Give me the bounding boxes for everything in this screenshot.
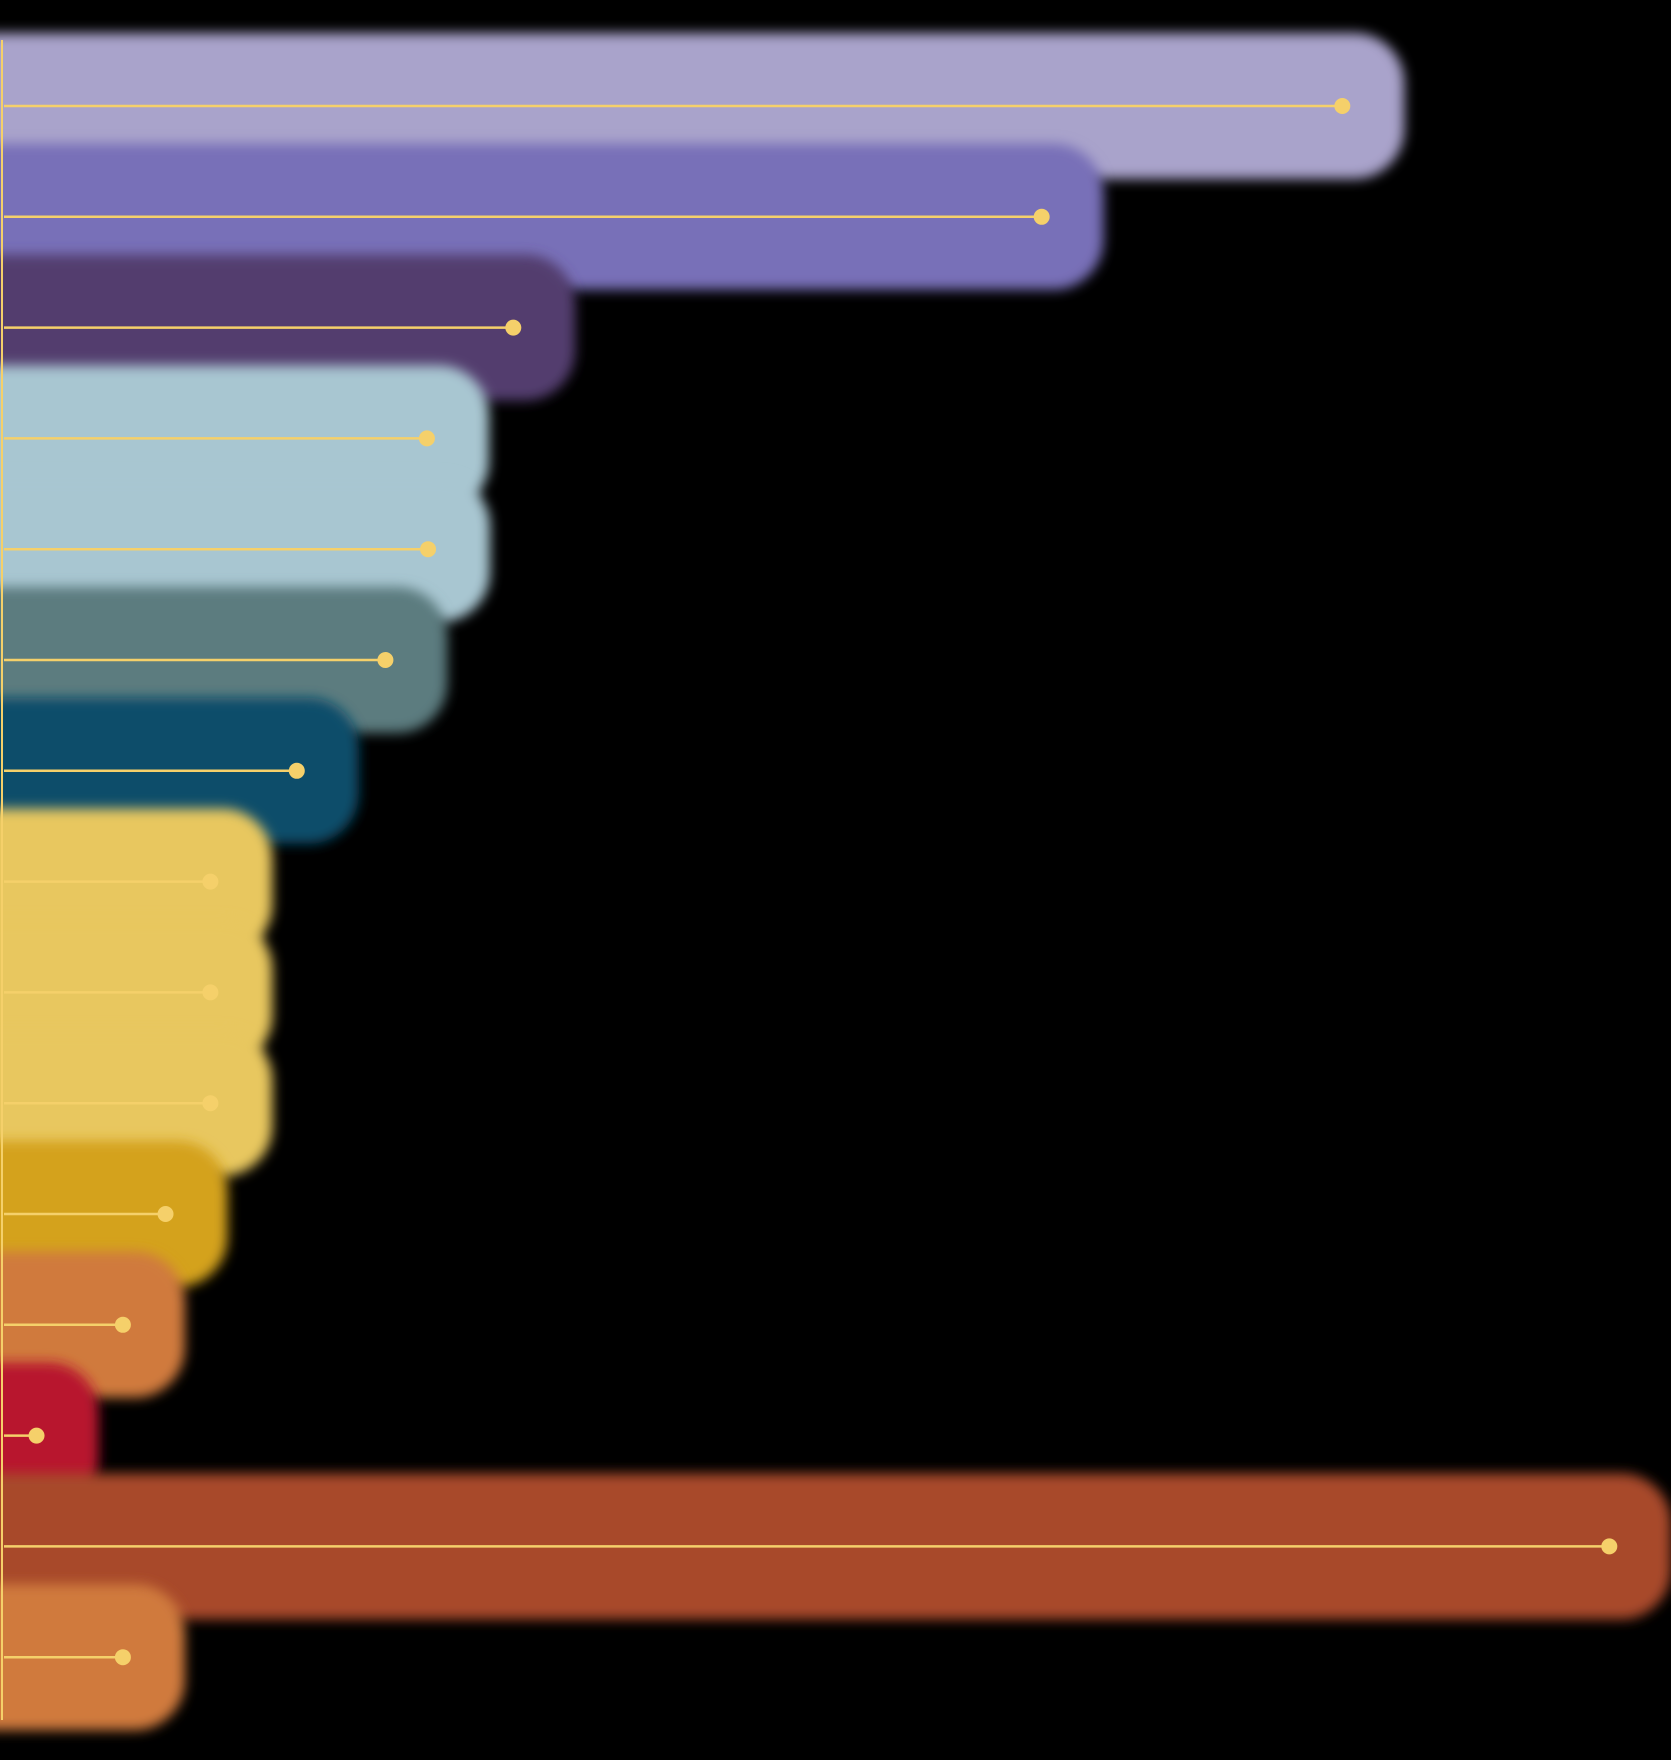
bar bbox=[0, 1362, 99, 1509]
dot bbox=[202, 1095, 219, 1112]
dot bbox=[114, 1649, 131, 1666]
dot bbox=[1334, 98, 1351, 114]
dot bbox=[1033, 208, 1050, 225]
dot bbox=[420, 541, 437, 558]
dot bbox=[202, 873, 219, 890]
dot bbox=[377, 652, 394, 668]
dot bbox=[28, 1427, 45, 1444]
dot bbox=[202, 984, 219, 1001]
dot bbox=[288, 762, 305, 779]
dot bbox=[505, 319, 522, 336]
dot bbox=[1601, 1538, 1618, 1555]
dot bbox=[114, 1316, 131, 1333]
dot bbox=[157, 1206, 174, 1222]
dot bbox=[418, 430, 435, 447]
